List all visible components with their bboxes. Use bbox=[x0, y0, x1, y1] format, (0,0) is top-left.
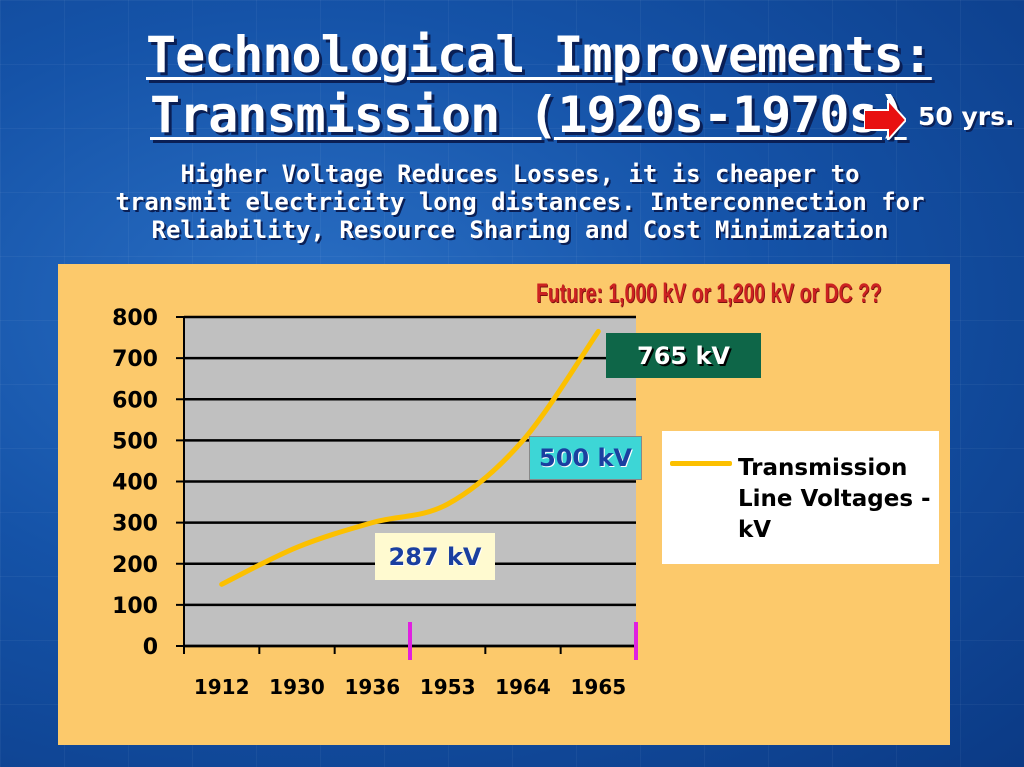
legend-label: Transmission Line Voltages - kV bbox=[738, 455, 931, 543]
legend-swatch bbox=[670, 461, 732, 466]
y-tick-label: 300 bbox=[112, 512, 158, 537]
x-tick-label: 1936 bbox=[344, 675, 400, 699]
slide-subtitle: Higher Voltage Reduces Losses, it is che… bbox=[100, 160, 940, 244]
subtitle-line-1: Higher Voltage Reduces Losses, it is che… bbox=[180, 160, 860, 188]
x-tick-label: 1912 bbox=[194, 675, 250, 699]
y-tick-label: 500 bbox=[112, 429, 158, 454]
x-tick-label: 1964 bbox=[495, 675, 551, 699]
series-line bbox=[219, 328, 601, 587]
slide-title-line-1: Technological Improvements: bbox=[146, 26, 933, 84]
callout-287kv: 287 kV bbox=[375, 533, 495, 580]
x-tick-label: 1930 bbox=[269, 675, 325, 699]
y-tick-label: 200 bbox=[112, 553, 158, 578]
slide-title-line-2: Transmission (1920s-1970s) bbox=[150, 86, 908, 144]
right-arrow-icon bbox=[864, 100, 906, 140]
chart-legend: Transmission Line Voltages - kV bbox=[662, 431, 939, 564]
callout-500kv: 500 kV bbox=[529, 436, 642, 480]
x-tick-label: 1965 bbox=[570, 675, 626, 699]
y-tick-label: 700 bbox=[112, 347, 158, 372]
callout-765kv: 765 kV bbox=[606, 333, 761, 378]
y-tick-label: 0 bbox=[143, 635, 158, 660]
y-tick-label: 400 bbox=[112, 471, 158, 496]
y-tick-label: 600 bbox=[112, 388, 158, 413]
y-tick-label: 100 bbox=[112, 594, 158, 619]
x-tick-label: 1953 bbox=[420, 675, 476, 699]
y-tick-label: 800 bbox=[112, 306, 158, 331]
subtitle-line-2: transmit electricity long distances. Int… bbox=[115, 188, 925, 216]
subtitle-line-3: Reliability, Resource Sharing and Cost M… bbox=[151, 216, 889, 244]
future-note: Future: 1,000 kV or 1,200 kV or DC ?? bbox=[536, 278, 882, 308]
duration-note: 50 yrs. bbox=[918, 102, 1015, 131]
